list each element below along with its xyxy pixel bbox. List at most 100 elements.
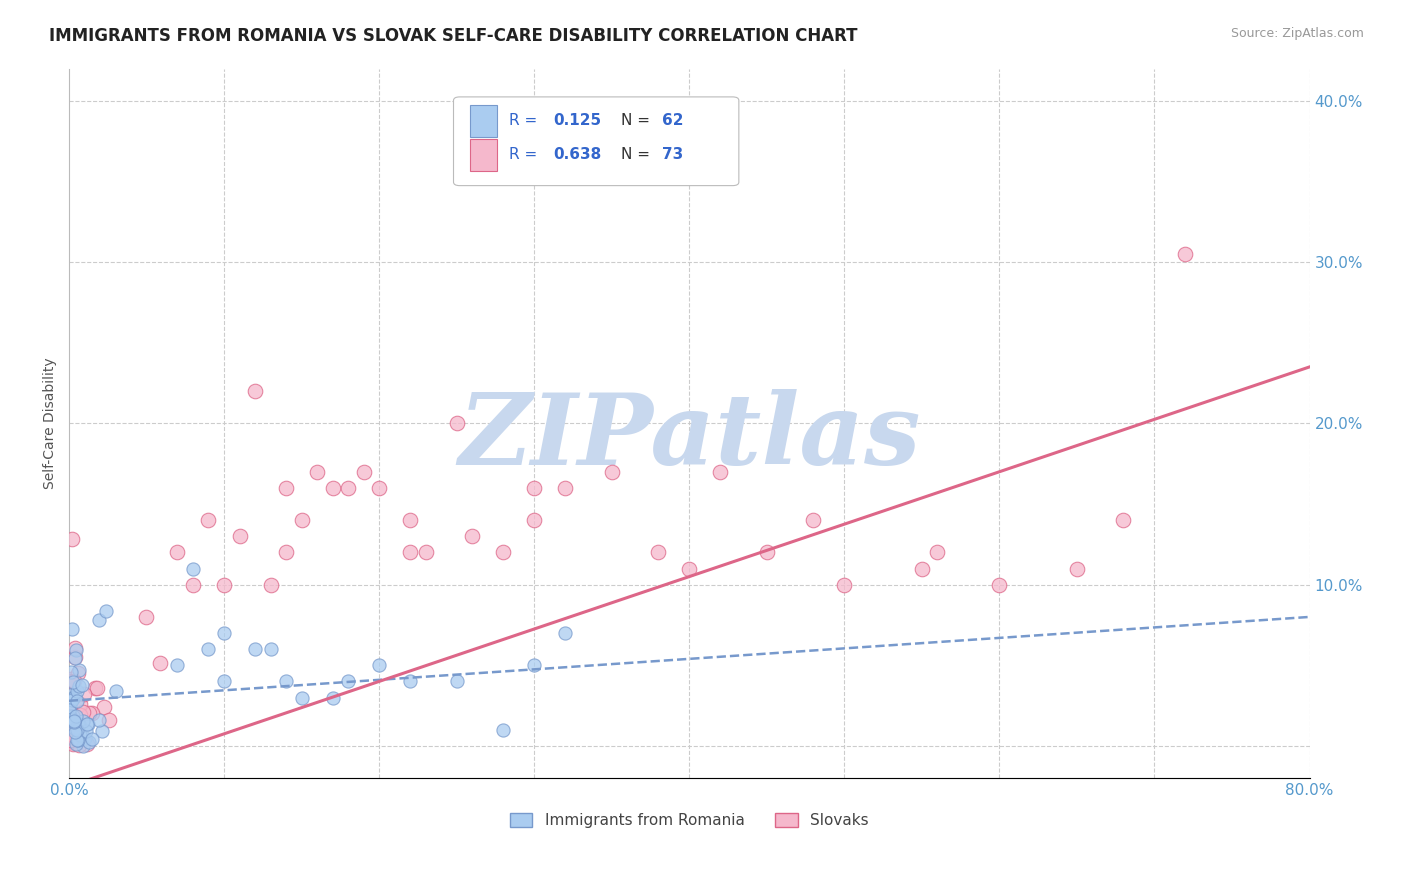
Point xyxy=(492,723,515,737)
Point xyxy=(709,465,731,479)
Point xyxy=(290,690,312,705)
Point xyxy=(66,733,89,747)
Text: 0.638: 0.638 xyxy=(553,147,600,161)
Point xyxy=(290,513,312,527)
Point xyxy=(259,577,281,591)
Point xyxy=(67,738,90,752)
Point xyxy=(59,672,82,686)
Point xyxy=(554,481,576,495)
Point xyxy=(75,724,97,739)
Point xyxy=(66,684,89,698)
Point xyxy=(58,673,80,688)
Point xyxy=(274,674,297,689)
Point xyxy=(181,561,204,575)
Point xyxy=(446,674,468,689)
Point xyxy=(69,707,91,722)
Point xyxy=(212,577,235,591)
Point xyxy=(59,688,82,702)
Point xyxy=(59,710,82,724)
Point xyxy=(59,665,82,679)
Point xyxy=(181,577,204,591)
Point xyxy=(93,699,115,714)
Point xyxy=(801,513,824,527)
Point xyxy=(446,417,468,431)
Point xyxy=(337,481,360,495)
Point xyxy=(66,665,89,680)
Point xyxy=(62,690,84,705)
Point xyxy=(66,717,89,731)
Point xyxy=(94,604,117,618)
Point xyxy=(678,561,700,575)
Point xyxy=(1174,247,1197,261)
Point xyxy=(60,716,83,731)
Point xyxy=(63,711,86,725)
Point xyxy=(911,561,934,575)
Point xyxy=(415,545,437,559)
Point xyxy=(62,709,84,723)
Point xyxy=(69,728,91,742)
Point xyxy=(69,698,91,712)
Point xyxy=(274,481,297,495)
Point xyxy=(62,737,84,751)
Point xyxy=(197,513,219,527)
Point xyxy=(76,717,98,731)
Point xyxy=(399,545,422,559)
FancyBboxPatch shape xyxy=(470,105,496,137)
Point xyxy=(368,481,391,495)
Point xyxy=(67,733,90,747)
Point xyxy=(927,545,949,559)
Point xyxy=(70,678,93,692)
Point xyxy=(69,679,91,693)
Point xyxy=(77,735,100,749)
Point xyxy=(353,465,375,479)
Point xyxy=(305,465,328,479)
Point xyxy=(84,681,107,695)
Point xyxy=(73,731,96,745)
Point xyxy=(63,734,86,748)
Point xyxy=(59,698,82,713)
Point xyxy=(647,545,669,559)
FancyBboxPatch shape xyxy=(470,139,496,171)
Point xyxy=(80,706,103,720)
Point xyxy=(60,708,83,723)
Point xyxy=(600,465,623,479)
Point xyxy=(62,674,84,689)
Point xyxy=(523,513,546,527)
Point xyxy=(62,709,84,723)
Point xyxy=(212,626,235,640)
Point xyxy=(212,674,235,689)
Point xyxy=(322,690,344,705)
Point xyxy=(87,614,110,628)
Point xyxy=(91,724,114,739)
Point xyxy=(67,716,90,731)
Point xyxy=(76,737,98,751)
FancyBboxPatch shape xyxy=(454,97,738,186)
Point xyxy=(63,673,86,688)
Text: 73: 73 xyxy=(662,147,683,161)
Point xyxy=(63,736,86,750)
Point xyxy=(755,545,778,559)
Point xyxy=(274,545,297,559)
Point xyxy=(1066,561,1088,575)
Point xyxy=(461,529,484,543)
Y-axis label: Self-Care Disability: Self-Care Disability xyxy=(44,358,58,489)
Text: N =: N = xyxy=(621,112,655,128)
Point xyxy=(67,663,90,677)
Point xyxy=(399,513,422,527)
Point xyxy=(1112,513,1135,527)
Point xyxy=(87,713,110,727)
Point xyxy=(63,689,86,703)
Point xyxy=(60,704,83,718)
Point xyxy=(58,727,80,741)
Point xyxy=(554,626,576,640)
Point xyxy=(65,643,87,657)
Point xyxy=(76,717,98,731)
Text: IMMIGRANTS FROM ROMANIA VS SLOVAK SELF-CARE DISABILITY CORRELATION CHART: IMMIGRANTS FROM ROMANIA VS SLOVAK SELF-C… xyxy=(49,27,858,45)
Point xyxy=(259,642,281,657)
Point xyxy=(832,577,855,591)
Text: ZIPatlas: ZIPatlas xyxy=(458,389,921,486)
Text: R =: R = xyxy=(509,147,543,161)
Text: Source: ZipAtlas.com: Source: ZipAtlas.com xyxy=(1230,27,1364,40)
Point xyxy=(60,532,83,546)
Point xyxy=(77,706,100,720)
